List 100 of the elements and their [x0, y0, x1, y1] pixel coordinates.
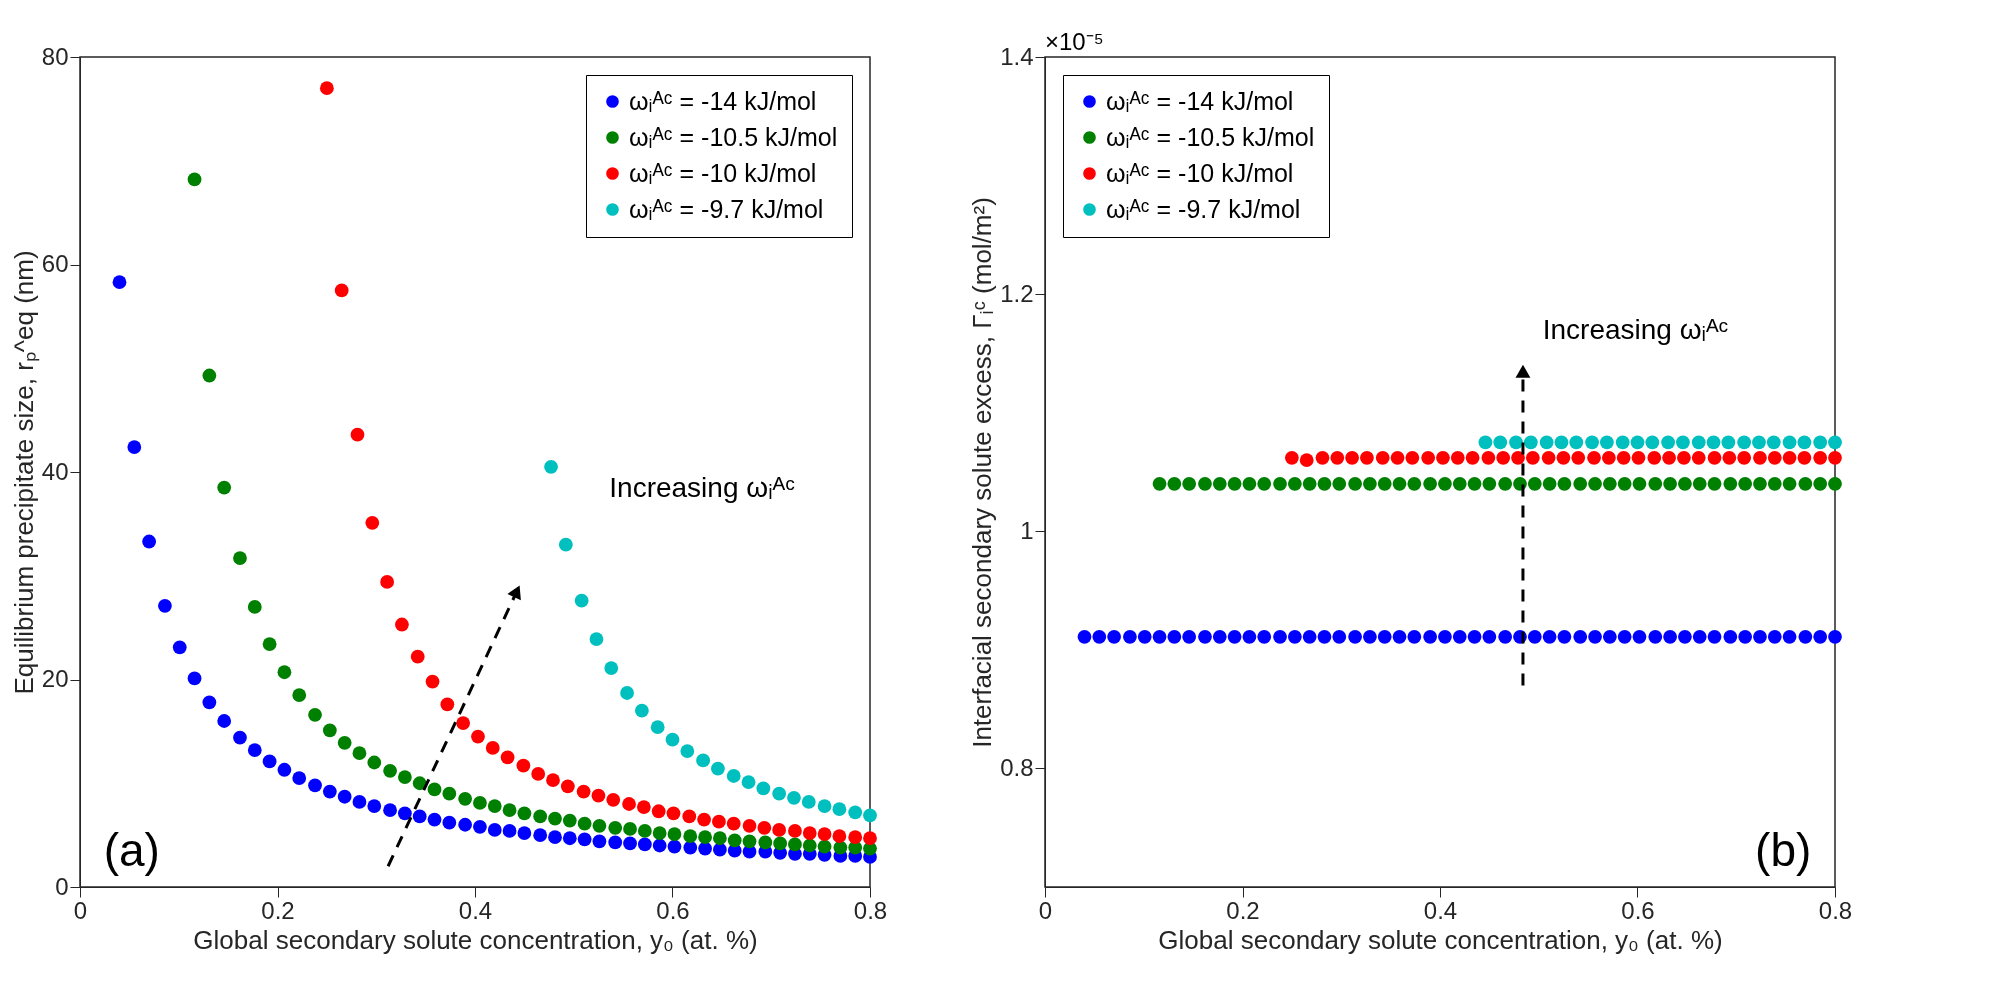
point — [576, 784, 591, 799]
point — [1257, 476, 1272, 491]
point — [1332, 629, 1347, 644]
point — [1813, 629, 1828, 644]
point — [1152, 629, 1167, 644]
point — [1377, 476, 1392, 491]
point — [531, 767, 546, 781]
point — [1601, 450, 1616, 465]
point — [1498, 476, 1513, 491]
point — [1648, 629, 1663, 644]
y-axis-title: Equilibrium precipitate size, rₚ^eq (nm) — [8, 250, 40, 695]
point — [1631, 450, 1646, 465]
point — [1678, 629, 1692, 644]
point — [758, 835, 773, 850]
point — [292, 771, 307, 785]
point — [606, 792, 621, 807]
point — [1691, 450, 1706, 465]
point — [217, 714, 232, 728]
point — [1828, 476, 1842, 491]
point — [1167, 476, 1182, 491]
point — [1498, 629, 1513, 644]
point — [1782, 435, 1797, 450]
point — [726, 769, 741, 783]
point — [635, 703, 649, 718]
point — [589, 632, 604, 646]
point — [1527, 629, 1542, 644]
point — [1557, 629, 1572, 644]
point — [756, 781, 771, 796]
point — [1302, 476, 1317, 491]
point — [247, 600, 262, 614]
point — [187, 172, 202, 187]
point — [1663, 476, 1677, 491]
point — [1569, 435, 1584, 450]
point — [383, 763, 397, 778]
point — [682, 809, 697, 824]
point — [817, 839, 832, 854]
point — [1766, 435, 1781, 450]
point — [473, 819, 487, 834]
point — [562, 813, 577, 828]
point — [665, 732, 680, 747]
point — [787, 790, 801, 805]
point — [1348, 629, 1362, 644]
point — [788, 837, 802, 852]
point — [1317, 476, 1332, 491]
point — [1315, 450, 1330, 465]
point — [848, 830, 863, 845]
point — [742, 834, 757, 849]
point — [410, 649, 425, 664]
legend-label: ωᵢᴬᶜ = -10 kJ/mol — [1106, 158, 1294, 187]
point — [832, 802, 847, 817]
x-tick-label: 0.2 — [261, 896, 295, 924]
point — [308, 778, 322, 793]
point — [1182, 629, 1197, 644]
point — [1360, 450, 1374, 465]
legend-label: ωᵢᴬᶜ = -10 kJ/mol — [629, 158, 817, 187]
point — [1661, 435, 1675, 450]
point — [352, 795, 367, 809]
point — [500, 750, 515, 765]
point — [1392, 629, 1407, 644]
point — [1481, 450, 1496, 465]
point — [1452, 476, 1467, 491]
x-tick-label: 0 — [1038, 896, 1053, 924]
point — [262, 637, 277, 652]
point — [848, 805, 863, 820]
point — [1663, 629, 1677, 644]
point — [1284, 450, 1299, 465]
point — [817, 799, 832, 813]
point — [1542, 476, 1557, 491]
legend-label: ωᵢᴬᶜ = -9.7 kJ/mol — [1106, 194, 1301, 223]
point — [1828, 435, 1842, 450]
point — [1436, 450, 1450, 465]
point — [1287, 476, 1302, 491]
point — [1782, 629, 1797, 644]
point — [742, 818, 757, 833]
point — [741, 775, 756, 790]
point — [1662, 450, 1676, 465]
point — [1691, 435, 1706, 450]
point — [1632, 629, 1647, 644]
point — [1137, 629, 1152, 644]
point — [1752, 435, 1766, 450]
point — [1737, 450, 1752, 465]
point — [712, 814, 726, 829]
point — [380, 575, 394, 589]
point — [1465, 450, 1480, 465]
y-tick-label: 80 — [41, 42, 69, 70]
point — [726, 816, 741, 831]
point — [142, 534, 157, 549]
point — [1692, 629, 1707, 644]
x-axis-title: Global secondary solute concentration, y₀ (at. %) — [1158, 924, 1723, 955]
point — [1588, 629, 1602, 644]
point — [1541, 450, 1556, 465]
point — [502, 803, 517, 818]
point — [1617, 476, 1632, 491]
point — [1242, 476, 1257, 491]
point — [1527, 476, 1542, 491]
y-tick-label: 20 — [41, 665, 69, 692]
point — [1392, 476, 1407, 491]
point — [485, 741, 500, 755]
point — [262, 754, 277, 769]
point — [608, 820, 623, 835]
